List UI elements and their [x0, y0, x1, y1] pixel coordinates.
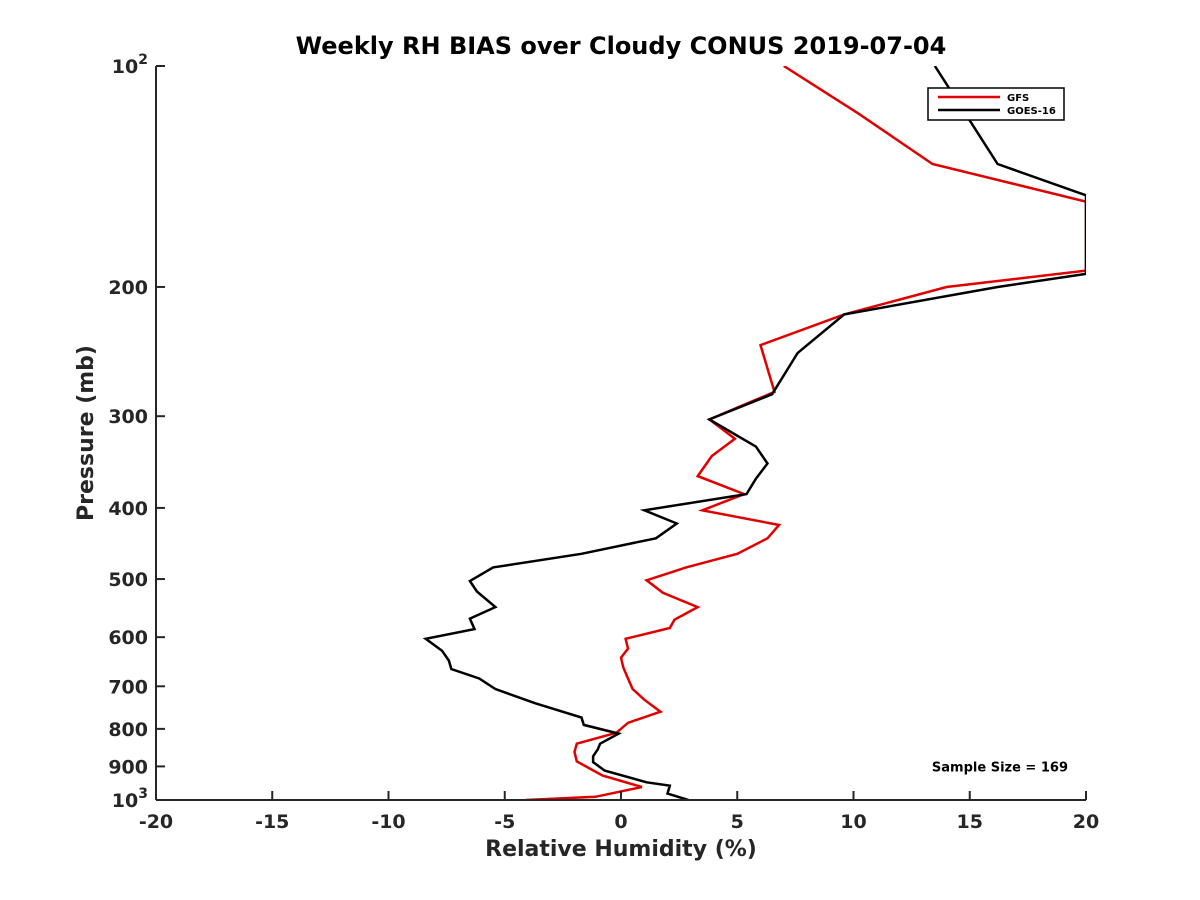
x-tick-label: -15	[255, 811, 289, 833]
legend: GFS GOES-16	[927, 87, 1065, 121]
x-tick-label: -10	[371, 811, 405, 833]
y-ticks: 102 200 300 400 500 600 700 800 900 103	[108, 52, 165, 812]
y-tick-label: 200	[108, 277, 148, 299]
x-ticks: -20 -15 -10 -5 0 5 10 15 20	[139, 791, 1099, 833]
x-tick-label: 15	[957, 811, 983, 833]
y-tick-label: 400	[108, 498, 148, 520]
y-tick-label: 600	[108, 627, 148, 649]
series-line-gfs	[525, 66, 1086, 800]
series-layer	[422, 66, 1086, 800]
x-tick-label: -20	[139, 811, 173, 833]
legend-box	[927, 87, 1065, 121]
x-tick-label: 0	[614, 811, 627, 833]
chart-title: Weekly RH BIAS over Cloudy CONUS 2019-07…	[296, 32, 947, 60]
y-axis-label: Pressure (mb)	[74, 345, 99, 521]
series-line-goes16	[422, 66, 1086, 800]
x-tick-label: -5	[494, 811, 515, 833]
legend-label-goes16: GOES-16	[1007, 106, 1056, 117]
y-tick-label: 300	[108, 406, 148, 428]
sample-size-annotation: Sample Size = 169	[932, 760, 1068, 775]
x-tick-label: 10	[840, 811, 866, 833]
x-tick-label: 20	[1073, 811, 1099, 833]
y-tick-label: 900	[108, 756, 148, 778]
y-tick-label: 102	[112, 52, 148, 78]
x-tick-label: 5	[731, 811, 744, 833]
y-tick-label: 800	[108, 719, 148, 741]
y-tick-label: 700	[108, 676, 148, 698]
y-tick-label: 500	[108, 569, 148, 591]
y-tick-label: 103	[112, 786, 148, 812]
legend-label-gfs: GFS	[1007, 93, 1029, 104]
x-axis-label: Relative Humidity (%)	[485, 837, 757, 862]
